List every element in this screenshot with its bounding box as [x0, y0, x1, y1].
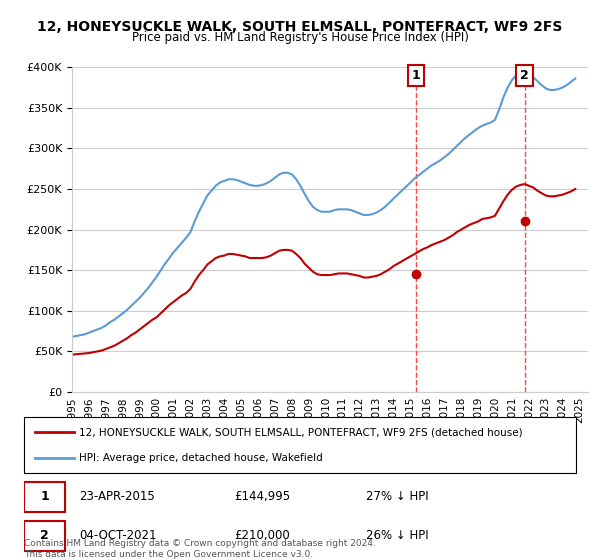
Text: 12, HONEYSUCKLE WALK, SOUTH ELMSALL, PONTEFRACT, WF9 2FS: 12, HONEYSUCKLE WALK, SOUTH ELMSALL, PON… [37, 20, 563, 34]
Text: 23-APR-2015: 23-APR-2015 [79, 489, 155, 503]
FancyBboxPatch shape [24, 521, 65, 551]
FancyBboxPatch shape [24, 482, 65, 512]
Text: £144,995: £144,995 [234, 489, 290, 503]
Text: 2: 2 [40, 529, 49, 542]
Text: 1: 1 [40, 489, 49, 503]
Text: 26% ↓ HPI: 26% ↓ HPI [366, 529, 429, 542]
Text: Price paid vs. HM Land Registry's House Price Index (HPI): Price paid vs. HM Land Registry's House … [131, 31, 469, 44]
Text: HPI: Average price, detached house, Wakefield: HPI: Average price, detached house, Wake… [79, 453, 323, 463]
Text: 2: 2 [520, 69, 529, 82]
Text: 27% ↓ HPI: 27% ↓ HPI [366, 489, 429, 503]
FancyBboxPatch shape [24, 417, 576, 473]
Text: 1: 1 [412, 69, 420, 82]
Text: 12, HONEYSUCKLE WALK, SOUTH ELMSALL, PONTEFRACT, WF9 2FS (detached house): 12, HONEYSUCKLE WALK, SOUTH ELMSALL, PON… [79, 427, 523, 437]
Text: Contains HM Land Registry data © Crown copyright and database right 2024.
This d: Contains HM Land Registry data © Crown c… [24, 539, 376, 559]
Text: £210,000: £210,000 [234, 529, 290, 542]
Text: 04-OCT-2021: 04-OCT-2021 [79, 529, 157, 542]
